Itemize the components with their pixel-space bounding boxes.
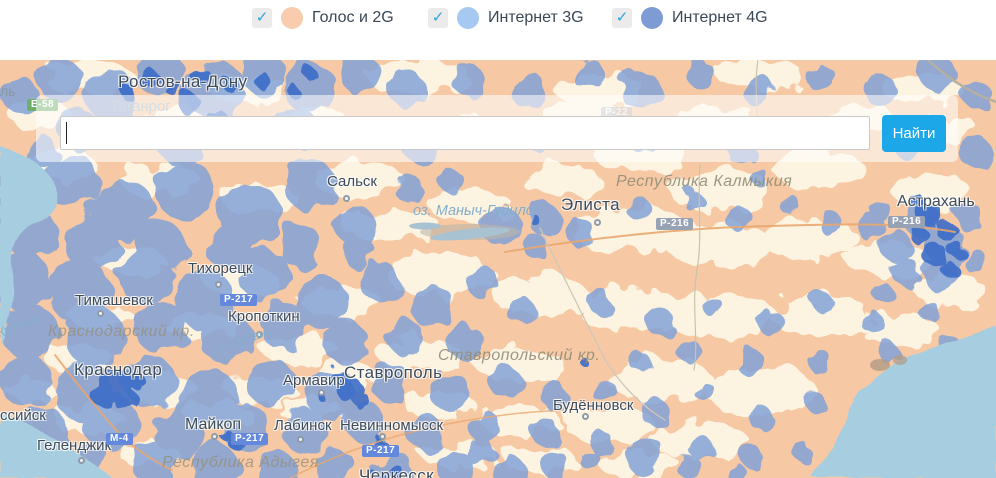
legend-item-3g: ✓ Интернет 3G: [428, 7, 584, 29]
checkbox-4g[interactable]: ✓: [612, 8, 632, 28]
checkbox-2g[interactable]: ✓: [252, 8, 272, 28]
swatch-4g: [641, 7, 663, 29]
swatch-3g: [457, 7, 479, 29]
checkmark-icon: ✓: [431, 8, 445, 26]
legend-label-2g: Голос и 2G: [312, 9, 394, 26]
legend-label-4g: Интернет 4G: [672, 9, 768, 26]
search-input[interactable]: [60, 116, 870, 150]
checkmark-icon: ✓: [615, 8, 629, 26]
legend-item-2g: ✓ Голос и 2G: [252, 7, 394, 29]
legend-bar: ✓ Голос и 2G ✓ Интернет 3G ✓ Интернет 4G: [0, 0, 996, 60]
checkmark-icon: ✓: [255, 8, 269, 26]
legend-item-4g: ✓ Интернет 4G: [612, 7, 768, 29]
checkbox-3g[interactable]: ✓: [428, 8, 448, 28]
swatch-2g: [281, 7, 303, 29]
legend-label-3g: Интернет 3G: [488, 9, 584, 26]
text-cursor: [66, 122, 67, 144]
search-button[interactable]: Найти: [882, 115, 946, 152]
